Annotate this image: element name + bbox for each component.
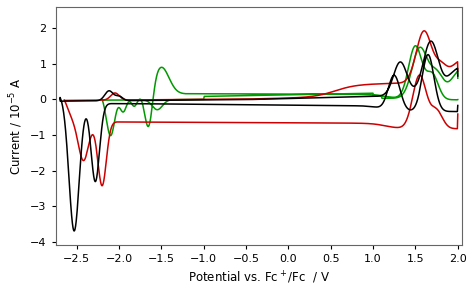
X-axis label: Potential vs. Fc$^+$/Fc  / V: Potential vs. Fc$^+$/Fc / V [188, 270, 330, 286]
Y-axis label: Current / 10$^{-5}$ A: Current / 10$^{-5}$ A [7, 77, 25, 175]
